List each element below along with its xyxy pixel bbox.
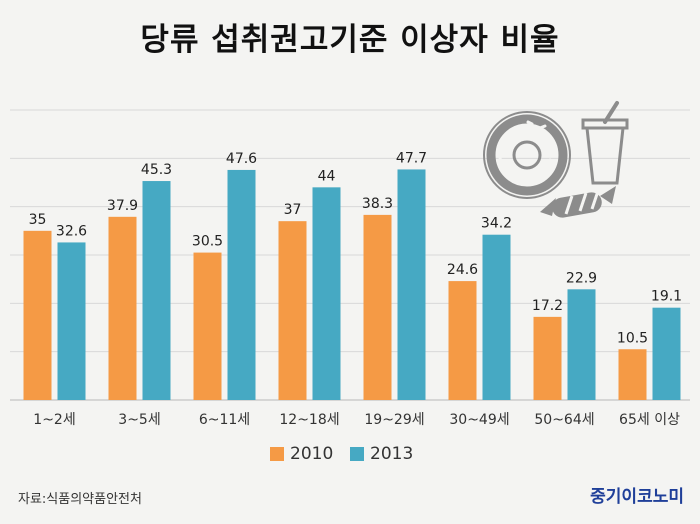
chart-title: 당류 섭취권고기준 이상자 비율 — [140, 22, 560, 58]
data-label-2010-3: 37 — [284, 202, 302, 218]
x-tick-label-1: 3~5세 — [118, 412, 160, 428]
data-label-2010-0: 35 — [29, 212, 47, 228]
x-tick-labels: 1~2세 3~5세 6~11세 12~18세 19~29세 30~49세 50~64세 65세… — [33, 412, 680, 428]
bar-2010-4 — [363, 214, 392, 400]
legend-item-2010: 2010 — [270, 444, 333, 464]
bar-2013-1 — [142, 181, 171, 400]
data-label-2010-4: 38.3 — [362, 196, 393, 212]
x-tick-label-4: 19~29세 — [364, 412, 424, 428]
candy-icon — [540, 186, 616, 218]
data-label-2010-7: 10.5 — [617, 330, 648, 346]
source-note: 자료:식품의약품안전처 — [18, 492, 142, 507]
bar-2010-1 — [108, 216, 137, 400]
donut-icon — [483, 111, 571, 199]
data-label-2013-1: 45.3 — [141, 162, 172, 178]
bar-2013-7 — [652, 307, 681, 400]
bar-2010-5 — [448, 281, 477, 400]
data-label-2010-2: 30.5 — [192, 234, 223, 250]
legend-swatch-2013 — [350, 447, 364, 461]
x-tick-label-2: 6~11세 — [199, 412, 250, 428]
bar-chart: 35 32.6 37.9 45.3 30.5 47.6 37 44 38.3 47.7 24.6 34… — [10, 101, 690, 428]
legend-swatch-2010 — [270, 447, 284, 461]
data-label-2010-5: 24.6 — [447, 262, 478, 278]
bar-2013-2 — [227, 169, 256, 400]
data-label-2010-6: 17.2 — [532, 298, 563, 314]
x-tick-label-6: 50~64세 — [534, 412, 594, 428]
bar-2010-0 — [23, 230, 52, 400]
data-label-2013-6: 22.9 — [566, 270, 597, 286]
data-label-2013-0: 32.6 — [56, 223, 87, 239]
bar-2013-4 — [397, 169, 426, 400]
bar-2010-6 — [533, 316, 562, 400]
x-tick-label-7: 65세 이상 — [619, 412, 680, 428]
data-labels: 35 32.6 37.9 45.3 30.5 47.6 37 44 38.3 47.7 24.6 34… — [29, 150, 683, 346]
legend-label-2013: 2013 — [370, 444, 414, 464]
data-label-2013-3: 44 — [318, 168, 336, 184]
drink-cup-icon — [581, 101, 629, 185]
bar-2013-0 — [57, 242, 86, 400]
x-tick-label-5: 30~49세 — [449, 412, 509, 428]
bar-2013-5 — [482, 234, 511, 400]
data-label-2013-7: 19.1 — [651, 289, 682, 305]
bar-2010-2 — [193, 252, 222, 400]
brand-logo-text: 중기이코노미 — [590, 487, 684, 507]
data-label-2013-4: 47.7 — [396, 150, 427, 166]
bars — [23, 169, 681, 400]
data-label-2013-2: 47.6 — [226, 151, 257, 167]
data-label-2010-1: 37.9 — [107, 198, 138, 214]
bar-2013-3 — [312, 187, 341, 400]
x-tick-label-3: 12~18세 — [279, 412, 339, 428]
data-label-2013-5: 34.2 — [481, 216, 512, 232]
x-tick-label-0: 1~2세 — [33, 412, 75, 428]
bar-2010-3 — [278, 221, 307, 400]
legend-label-2010: 2010 — [290, 444, 334, 464]
legend-item-2013: 2013 — [350, 444, 413, 464]
bar-2013-6 — [567, 289, 596, 400]
bar-2010-7 — [618, 349, 647, 400]
